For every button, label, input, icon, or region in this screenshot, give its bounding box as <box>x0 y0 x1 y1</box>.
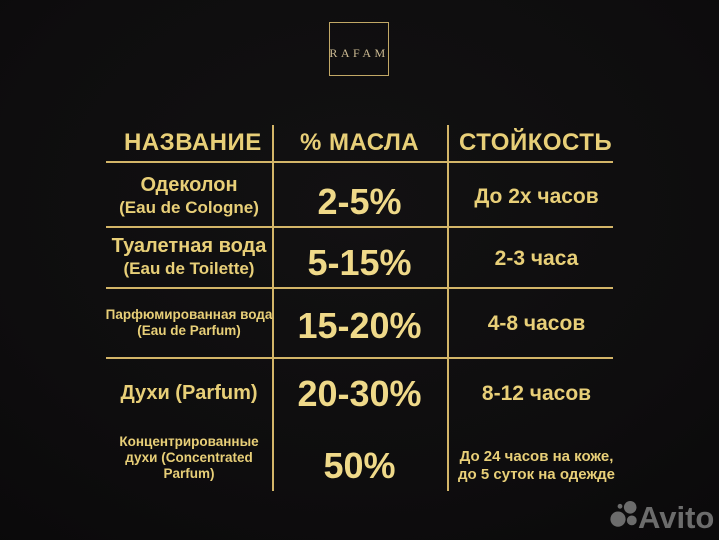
svg-text:Avito: Avito <box>638 500 714 535</box>
